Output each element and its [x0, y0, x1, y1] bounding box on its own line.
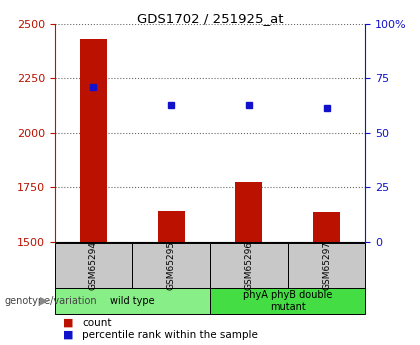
- Bar: [80, 39, 107, 242]
- Bar: [235, 182, 262, 241]
- Text: GSM65294: GSM65294: [89, 241, 98, 290]
- Text: ■: ■: [63, 318, 74, 327]
- Text: GSM65295: GSM65295: [167, 241, 176, 290]
- Text: ■: ■: [63, 330, 74, 339]
- Text: GSM65296: GSM65296: [244, 241, 253, 290]
- Bar: [313, 212, 340, 241]
- Text: GDS1702 / 251925_at: GDS1702 / 251925_at: [137, 12, 283, 25]
- Text: genotype/variation: genotype/variation: [4, 296, 97, 306]
- Text: phyA phyB double
mutant: phyA phyB double mutant: [243, 290, 332, 312]
- Text: count: count: [82, 318, 111, 327]
- Text: ▶: ▶: [40, 296, 48, 306]
- Text: wild type: wild type: [110, 296, 155, 306]
- Text: GSM65297: GSM65297: [322, 241, 331, 290]
- Bar: [158, 211, 185, 241]
- Text: percentile rank within the sample: percentile rank within the sample: [82, 330, 258, 339]
